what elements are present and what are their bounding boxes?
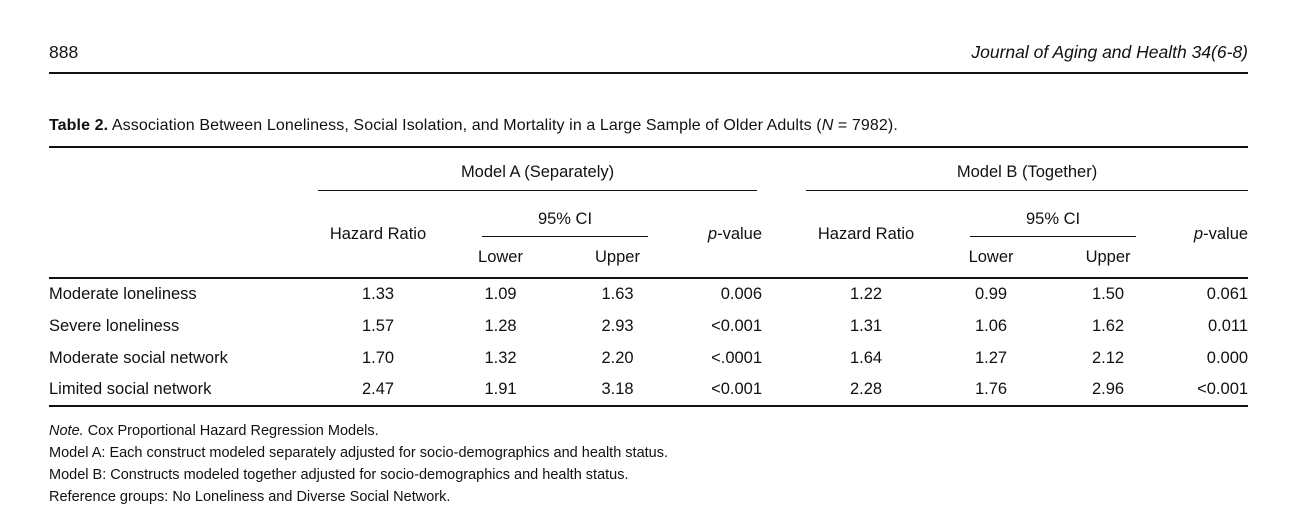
header-ci-a-cell: 95% CI [438,191,672,237]
cell-a-p: <0.001 [711,316,763,335]
cell-b-lower: 1.27 [974,348,1008,367]
page-number: 888 [49,42,79,62]
running-head: 888 Journal of Aging and Health 34(6-8) [49,0,1248,74]
header-hazard-ratio-b: Hazard Ratio [817,224,915,243]
cell-a-hr: 1.57 [361,316,395,335]
cell-b-lower: 1.06 [974,316,1008,335]
header-ci-b-cell: 95% CI [926,191,1160,237]
journal-title: Journal of Aging and Health 34(6-8) [971,42,1248,62]
header-upper-a: Upper [595,247,640,266]
cell-a-hr: 2.47 [361,380,395,398]
results-table: Model A (Separately) Model B (Together) … [49,146,1249,407]
note-line-model-a: Model A: Each construct modeled separate… [49,445,669,461]
p-symbol: p [707,224,718,243]
cell-a-p: <0.001 [711,380,763,398]
row-label: Moderate loneliness [49,285,197,303]
header-hazard-ratio-a: Hazard Ratio [329,224,427,243]
cell-a-upper: 2.93 [601,316,634,335]
cell-a-lower: 1.91 [484,380,517,398]
cell-b-hr: 1.64 [849,348,883,367]
cell-b-upper: 2.96 [1091,380,1125,398]
table-caption: Table 2. Association Between Loneliness,… [49,117,1248,135]
table-caption-label: Table 2. [49,117,109,134]
cell-b-lower: 1.76 [974,380,1008,398]
cell-b-upper: 1.50 [1091,285,1125,303]
cell-a-lower: 1.09 [484,285,517,303]
cell-b-p: 0.061 [1206,285,1249,303]
header-ci-a: 95% CI [482,210,648,237]
table-row: Limited social network 2.47 1.91 3.18 <0… [49,374,1248,406]
table-row: Moderate social network 1.70 1.32 2.20 <… [49,342,1248,374]
row-label: Moderate social network [49,348,228,367]
cell-a-hr: 1.70 [361,348,395,367]
p-symbol: p [1193,224,1204,243]
stub-header-cell [49,147,318,278]
cell-a-p: <.0001 [711,348,763,367]
column-gap [762,278,806,310]
table-row: Moderate loneliness 1.33 1.09 1.63 0.006… [49,278,1248,310]
model-b-spanner: Model B (Together) [806,163,1249,191]
header-row: Hazard Ratio 95% CI p-value Hazard Ratio… [49,191,1248,243]
cell-b-lower: 0.99 [974,285,1008,303]
cell-b-p: 0.000 [1206,348,1249,367]
header-ci-b: 95% CI [970,210,1137,237]
cell-b-upper: 1.62 [1091,316,1125,335]
column-gap [762,374,806,406]
header-p-value-b: p-value [1160,191,1248,278]
cell-a-upper: 3.18 [601,380,634,398]
row-label: Limited social network [49,380,212,398]
model-b-spanner-cell: Model B (Together) [806,147,1249,191]
header-upper-b: Upper [1085,247,1131,266]
cell-a-hr: 1.33 [361,285,395,303]
model-a-spanner: Model A (Separately) [318,163,758,191]
cell-b-hr: 1.31 [849,316,883,335]
table-caption-text-end: = 7982). [833,117,898,134]
p-suffix: -value [717,224,763,243]
header-lower-b: Lower [968,247,1014,266]
cell-a-upper: 1.63 [601,285,634,303]
p-suffix: -value [1203,224,1249,243]
cell-b-p: <0.001 [1197,380,1249,398]
note-label: Note. [49,423,84,439]
table-row: Severe loneliness 1.57 1.28 2.93 <0.001 … [49,310,1248,342]
cell-a-p: 0.006 [720,285,763,303]
note-text: Cox Proportional Hazard Regression Model… [83,423,379,439]
header-lower-a: Lower [478,247,523,266]
spanner-row: Model A (Separately) Model B (Together) [49,147,1249,191]
caption-n-symbol: N [821,117,834,134]
column-gap [762,147,806,278]
cell-a-lower: 1.32 [484,348,517,367]
model-a-spanner-cell: Model A (Separately) [318,147,762,191]
note-line-model-b: Model B: Constructs modeled together adj… [49,467,629,483]
cell-b-hr: 1.22 [849,285,883,303]
table-caption-text: Association Between Loneliness, Social I… [108,117,822,134]
cell-b-p: 0.011 [1207,316,1249,335]
row-label: Severe loneliness [49,316,180,335]
column-gap [762,342,806,374]
subheader-row: Lower Upper Lower Upper [49,237,1248,278]
column-gap [762,310,806,342]
journal-page: 888 Journal of Aging and Health 34(6-8) … [49,0,1249,508]
cell-b-hr: 2.28 [849,380,883,398]
cell-a-lower: 1.28 [484,316,517,335]
table-notes: Note. Cox Proportional Hazard Regression… [49,420,1248,508]
note-line-reference-groups: Reference groups: No Loneliness and Dive… [49,489,451,505]
cell-b-upper: 2.12 [1091,348,1125,367]
header-p-value-a: p-value [672,191,762,278]
note-line-general: Note. Cox Proportional Hazard Regression… [49,420,1248,442]
cell-a-upper: 2.20 [601,348,634,367]
